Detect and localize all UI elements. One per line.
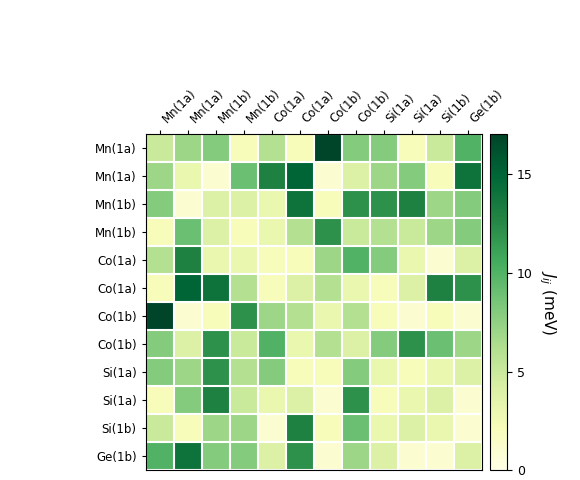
Y-axis label: $J_{ij}$ (meV): $J_{ij}$ (meV) [537, 270, 558, 335]
